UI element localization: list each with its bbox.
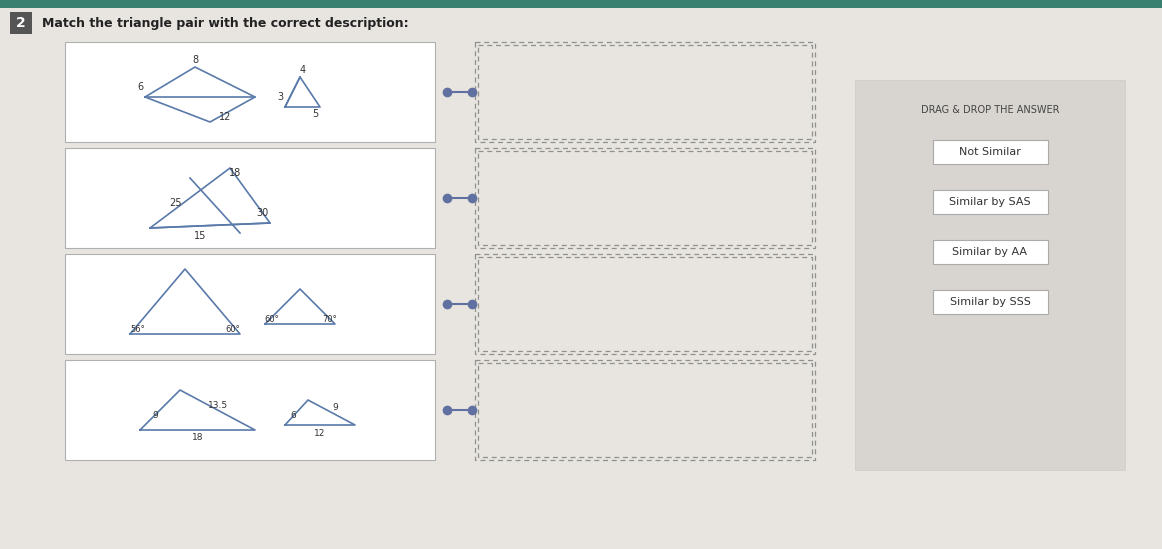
Text: 2: 2 — [16, 16, 26, 30]
Bar — [478, 45, 812, 139]
Text: 18: 18 — [192, 434, 203, 442]
Text: 12: 12 — [218, 112, 231, 122]
FancyBboxPatch shape — [10, 12, 33, 34]
Text: Similar by SSS: Similar by SSS — [949, 297, 1031, 307]
Text: 6: 6 — [137, 82, 143, 92]
Text: 12: 12 — [314, 429, 325, 438]
Bar — [475, 148, 815, 248]
Text: Match the triangle pair with the correct description:: Match the triangle pair with the correct… — [42, 18, 409, 31]
Text: 3: 3 — [277, 92, 284, 102]
FancyBboxPatch shape — [0, 8, 1162, 549]
Text: 60°: 60° — [265, 315, 279, 323]
FancyBboxPatch shape — [0, 0, 1162, 8]
Bar — [475, 42, 815, 142]
Text: 70°: 70° — [323, 315, 337, 323]
Text: 30: 30 — [256, 208, 268, 218]
Bar — [478, 363, 812, 457]
Bar — [475, 254, 815, 354]
FancyBboxPatch shape — [932, 240, 1047, 264]
Text: 9: 9 — [332, 404, 338, 412]
Text: 9: 9 — [152, 411, 158, 419]
FancyBboxPatch shape — [932, 140, 1047, 164]
FancyBboxPatch shape — [65, 148, 435, 248]
Text: 25: 25 — [168, 198, 181, 208]
FancyBboxPatch shape — [65, 254, 435, 354]
Text: 60°: 60° — [225, 324, 241, 333]
FancyBboxPatch shape — [855, 80, 1125, 470]
Bar — [478, 257, 812, 351]
Text: 4: 4 — [300, 65, 306, 75]
Text: 8: 8 — [192, 55, 198, 65]
FancyBboxPatch shape — [65, 42, 435, 142]
FancyBboxPatch shape — [932, 290, 1047, 314]
Text: 15: 15 — [194, 231, 206, 241]
Text: 13.5: 13.5 — [208, 401, 228, 410]
Text: 18: 18 — [229, 168, 242, 178]
Text: Not Similar: Not Similar — [959, 147, 1021, 157]
Text: DRAG & DROP THE ANSWER: DRAG & DROP THE ANSWER — [920, 105, 1060, 115]
Text: Similar by AA: Similar by AA — [953, 247, 1027, 257]
FancyBboxPatch shape — [65, 360, 435, 460]
Text: 6: 6 — [290, 411, 296, 419]
FancyBboxPatch shape — [932, 190, 1047, 214]
Bar — [478, 151, 812, 245]
Text: 5: 5 — [311, 109, 318, 119]
Text: Similar by SAS: Similar by SAS — [949, 197, 1031, 207]
Text: 56°: 56° — [130, 324, 145, 333]
Bar — [475, 360, 815, 460]
